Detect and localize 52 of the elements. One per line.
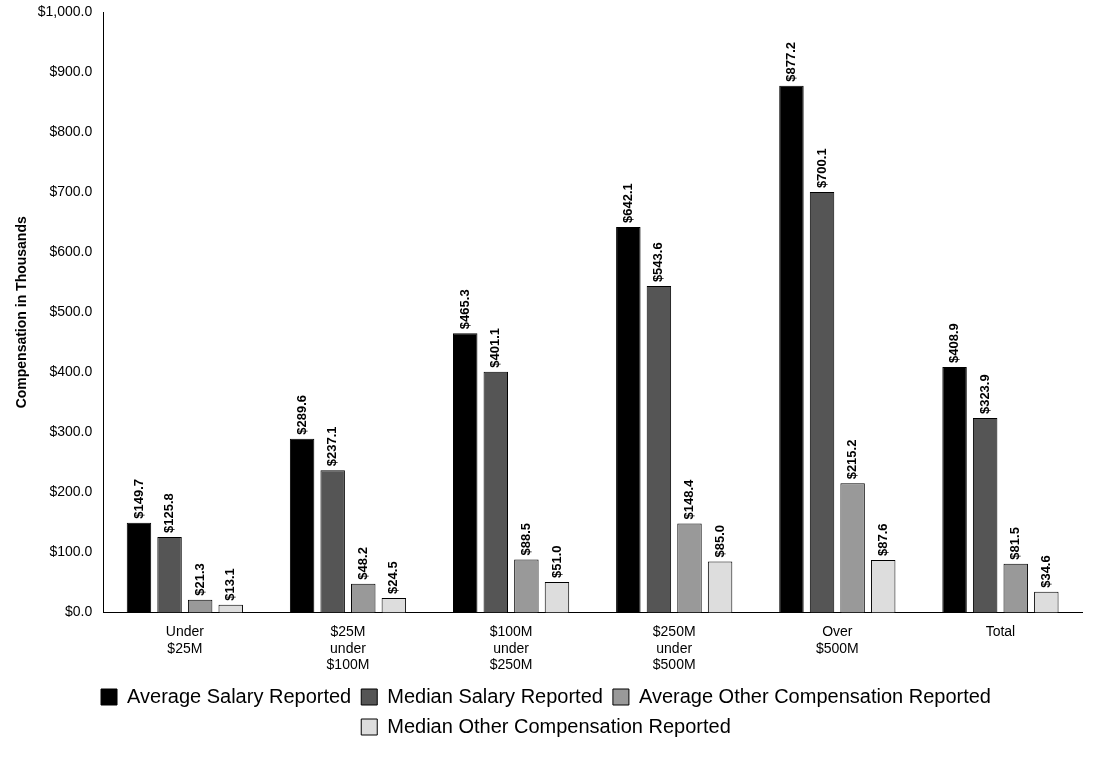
data-label: $323.9 [976,374,992,415]
y-tick-label: $400.0 [49,363,93,380]
data-label: $401.1 [487,327,503,368]
legend-label: Median Other Compensation Reported [387,714,731,737]
data-label: $642.1 [619,183,635,223]
x-tick-label: $250M under $500M [652,622,696,673]
y-tick-label: $200.0 [49,483,93,500]
data-label: $465.3 [456,289,472,330]
data-label: $149.7 [130,478,146,519]
y-tick-label: $700.0 [49,183,93,200]
data-label: $13.1 [222,568,238,601]
bar [616,226,641,613]
y-tick-label: $600.0 [49,243,93,260]
legend-label: Average Salary Reported [127,684,352,707]
data-label: $87.6 [874,523,890,556]
y-tick-label: $500.0 [49,303,93,320]
y-tick-label: $0.0 [65,603,93,620]
x-tick-label: $25M under $100M [326,622,370,673]
data-label: $48.2 [354,547,370,580]
legend-label: Average Other Compensation Reported [638,684,991,707]
bar [452,333,478,613]
data-label: $700.1 [813,148,829,189]
x-tick-label: Over $500M [815,622,859,656]
data-label: $148.4 [681,478,697,520]
y-tick-label: $800.0 [49,122,93,139]
data-label: $543.6 [650,242,666,283]
data-label: $81.5 [1007,527,1023,560]
data-label: $88.5 [517,522,533,556]
legend-label: Median Salary Reported [387,684,603,707]
data-label: $215.2 [844,439,860,480]
y-tick-label: $900.0 [49,62,93,79]
data-label: $51.0 [548,545,564,578]
data-label: $289.6 [293,394,309,435]
data-label: $21.3 [191,563,207,596]
data-label: $237.1 [324,426,340,467]
data-label: $85.0 [711,525,727,558]
data-label: $34.6 [1037,555,1053,588]
bar [126,522,152,613]
y-tick-label: $100.0 [49,543,93,560]
data-label: $877.2 [783,41,799,82]
y-tick-label: $300.0 [49,423,93,440]
bar [779,85,804,613]
x-tick-label: Under $25M [165,622,205,656]
y-axis-title: Compensation in Thousands [13,216,30,409]
data-label: $125.8 [161,493,177,534]
x-tick-label: $100M under $250M [489,622,533,673]
y-tick-label: $1,000.0 [37,2,93,19]
bar [942,367,967,613]
data-label: $408.9 [946,323,962,364]
data-label: $24.5 [385,561,401,594]
bar [289,438,315,613]
x-tick-label: Total [985,622,1016,639]
